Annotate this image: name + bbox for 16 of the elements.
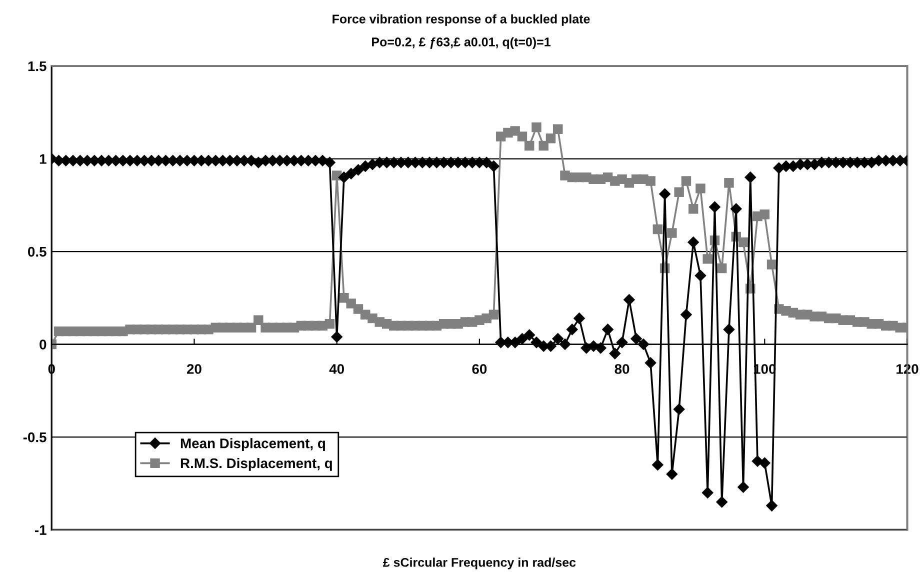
y-tick-label: 1 bbox=[40, 154, 46, 164]
legend-label: Mean Displacement, q bbox=[180, 438, 325, 452]
chart-subtitle: Po=0.2, £ ƒ63,£ a0.01, q(t=0)=1 bbox=[372, 37, 550, 49]
y-tick-label: -0.5 bbox=[23, 432, 46, 442]
legend-label: R.M.S. Displacement, q bbox=[180, 458, 332, 471]
x-axis-title: £ sCircular Frequency in rad/sec bbox=[383, 558, 576, 570]
x-tick-label: 80 bbox=[614, 364, 630, 374]
y-tick-label: 0.5 bbox=[28, 246, 46, 257]
y-tick-label: -1 bbox=[34, 525, 46, 535]
x-tick-label: 120 bbox=[896, 364, 918, 374]
x-tick-label: 40 bbox=[329, 364, 344, 374]
x-tick-label: 20 bbox=[186, 364, 202, 374]
y-tick-label: 1.5 bbox=[28, 61, 46, 72]
x-tick-label: 60 bbox=[472, 364, 487, 374]
chart-title: Force vibration response of a buckled plate bbox=[332, 14, 590, 26]
y-tick-label: 0 bbox=[40, 340, 46, 350]
